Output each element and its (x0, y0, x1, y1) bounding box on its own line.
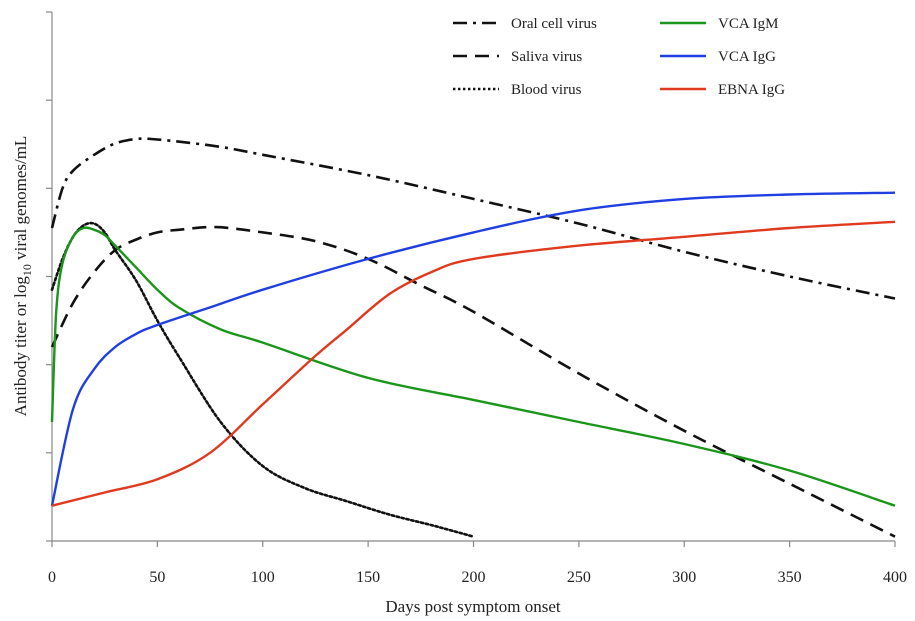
x-tick-label-0: 0 (48, 569, 56, 586)
x-tick-label-4: 200 (462, 569, 486, 586)
x-tick-label-6: 300 (672, 569, 696, 586)
legend-label-saliva-virus: Saliva virus (511, 49, 582, 65)
x-tick-label-5: 250 (567, 569, 591, 586)
legend-item-ebna-igg: EBNA IgG (660, 82, 785, 98)
series-line-ebna-igg (51, 220, 896, 507)
axes: 0 50 100 150 200 250 300 350 400 (46, 11, 907, 586)
series-line-oral-cell-virus (50, 137, 896, 300)
y-axis-title-tail: viral genomes/mL (11, 136, 30, 264)
y-axis-title-subscript: 10 (20, 264, 34, 276)
legend-label-oral-cell-virus: Oral cell virus (511, 16, 597, 32)
x-tick-label-2: 100 (251, 569, 275, 586)
y-ticks (46, 11, 52, 542)
x-tick-labels: 0 50 100 150 200 250 300 350 400 (48, 569, 907, 586)
x-tick-label-1: 50 (149, 569, 165, 586)
y-axis-title: Antibody titer or log10 viral genomes/mL (11, 136, 34, 417)
x-axis-title: Days post symptom onset (385, 597, 560, 616)
x-ticks (51, 541, 896, 547)
legend-label-ebna-igg: EBNA IgG (718, 82, 785, 98)
series-layer (50, 137, 896, 538)
legend: Oral cell virus Saliva virus Blood virus VC… (453, 16, 785, 98)
legend-label-vca-igg: VCA IgG (718, 49, 776, 65)
series-line-saliva-virus (50, 225, 896, 538)
legend-item-vca-igg: VCA IgG (660, 49, 776, 65)
x-tick-label-8: 400 (883, 569, 907, 586)
x-tick-label-3: 150 (356, 569, 380, 586)
legend-item-vca-igm: VCA IgM (660, 16, 778, 32)
x-tick-label-7: 350 (778, 569, 802, 586)
series-line-vca-igg (50, 191, 896, 506)
legend-label-vca-igm: VCA IgM (718, 16, 778, 32)
legend-label-blood-virus: Blood virus (511, 82, 582, 98)
legend-item-saliva-virus: Saliva virus (453, 49, 582, 65)
y-axis-title-main: Antibody titer or log (11, 276, 30, 417)
series-line-blood-virus (50, 221, 475, 538)
series-line-vca-igm (50, 226, 896, 507)
legend-item-blood-virus: Blood virus (453, 82, 582, 98)
legend-item-oral-cell-virus: Oral cell virus (453, 16, 597, 32)
